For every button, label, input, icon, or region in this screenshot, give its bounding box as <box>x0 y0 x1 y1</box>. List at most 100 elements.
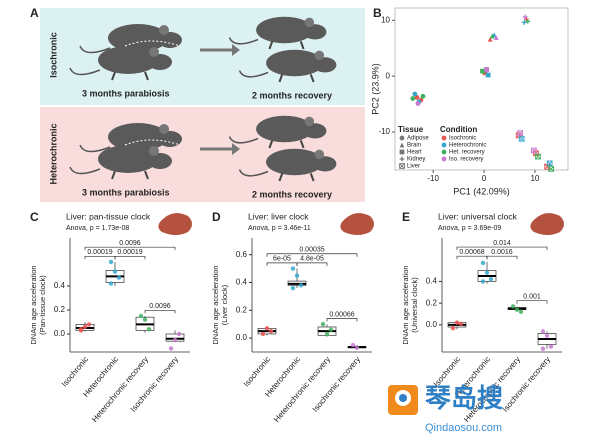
mouse-leg <box>268 140 274 149</box>
bracket <box>516 300 548 304</box>
mouse-leg <box>144 71 149 81</box>
point <box>142 317 148 322</box>
point <box>540 346 546 351</box>
point <box>298 283 304 288</box>
x-tick-label: Heterochronic recovery <box>272 355 332 424</box>
x-tick-label: 10 <box>530 174 539 183</box>
panel-label: B <box>373 6 382 20</box>
x-axis-title: PC1 (42.09%) <box>453 186 510 196</box>
mouse-tail <box>238 70 269 78</box>
point <box>521 20 527 25</box>
point <box>399 156 405 162</box>
mouse-head <box>148 54 172 70</box>
legend-label: Heterochronic <box>449 143 486 149</box>
y-axis-title: (Liver clock) <box>220 284 229 325</box>
mouse-leg <box>268 41 274 50</box>
p-value: 0.00019 <box>87 249 112 256</box>
mouse-body <box>266 49 324 77</box>
point <box>540 329 546 334</box>
point <box>480 279 486 284</box>
bracket <box>456 246 548 251</box>
y-axis-title: (Pan-tissue clock) <box>38 275 47 335</box>
panel-label: C <box>30 210 39 224</box>
mouse-head <box>148 153 172 169</box>
y-tick-label: 0.2 <box>54 305 66 314</box>
point <box>399 135 405 141</box>
mouse-leg <box>299 140 305 149</box>
legend-label: Liver <box>407 164 420 170</box>
arrow-head <box>232 44 240 56</box>
legend-title: Condition <box>440 125 477 134</box>
point <box>112 269 118 274</box>
point <box>485 72 491 78</box>
x-tick-label: -10 <box>427 174 439 183</box>
legend-swatch <box>441 135 447 141</box>
plot-frame <box>394 7 569 171</box>
watermark-url: Qindaosou.com <box>425 422 502 434</box>
mouse-tail <box>79 144 111 153</box>
p-value: 0.00068 <box>459 249 484 256</box>
point <box>484 67 489 72</box>
mouse-tail <box>69 166 101 175</box>
y-tick-label: 0.6 <box>236 250 248 259</box>
point <box>518 309 524 315</box>
point <box>458 321 464 326</box>
chart-title: Liver: universal clock <box>438 211 518 221</box>
panel-label: E <box>402 210 410 224</box>
point <box>82 324 88 329</box>
point <box>514 307 520 312</box>
point <box>450 325 456 331</box>
p-value: 0.0096 <box>149 303 171 310</box>
y-tick-label: 10 <box>381 15 390 24</box>
y-axis-title: DNAm age acceleration <box>29 265 38 344</box>
point <box>548 166 555 172</box>
mouse-body <box>256 16 314 44</box>
suture <box>124 40 181 47</box>
legend-label: Kidney <box>407 157 425 163</box>
point <box>454 320 460 325</box>
mouse-body <box>98 145 158 173</box>
p-value: 4.8e-05 <box>300 256 324 263</box>
p-value: 0.001 <box>523 294 541 301</box>
bracket <box>84 246 176 251</box>
legend-swatch <box>441 156 447 162</box>
watermark: 琴岛搜 Qindaosou.com <box>388 383 503 434</box>
mouse-ear <box>149 47 159 57</box>
bracket <box>296 262 328 266</box>
point <box>116 275 122 280</box>
mouse-tail <box>79 45 111 54</box>
suture <box>124 139 181 146</box>
organ-icon <box>530 213 564 235</box>
mouse-ear <box>314 50 325 61</box>
mouse-ear <box>304 116 315 127</box>
point <box>546 160 553 167</box>
mouse-tail <box>228 136 259 144</box>
point <box>548 344 554 349</box>
point <box>354 345 360 351</box>
chart-subtitle: Anova, p = 3.46e-11 <box>248 225 311 232</box>
p-value: 0.00066 <box>329 311 354 318</box>
legend-label: Brain <box>407 143 421 149</box>
point <box>531 147 537 154</box>
point <box>489 33 495 39</box>
y-axis-title: (Universal clock) <box>410 277 419 333</box>
x-tick-label: Isochronic <box>242 355 272 389</box>
legend-swatch <box>441 149 447 155</box>
point <box>108 259 114 265</box>
point <box>108 281 114 286</box>
bracket <box>456 255 488 260</box>
chart-title: Liver: liver clock <box>248 211 309 221</box>
right-caption: 2 months recovery <box>252 90 332 100</box>
point <box>488 277 494 282</box>
point <box>410 96 416 101</box>
y-tick-label: -10 <box>378 127 390 136</box>
mouse-leg <box>309 74 315 83</box>
bracket <box>486 255 518 260</box>
point <box>172 337 178 343</box>
condition-label: Isochronic <box>48 32 58 78</box>
y-axis-title: DNAm age acceleration <box>401 265 410 344</box>
point <box>264 326 270 331</box>
y-tick-label: 0.0 <box>426 320 438 329</box>
point <box>484 270 490 275</box>
